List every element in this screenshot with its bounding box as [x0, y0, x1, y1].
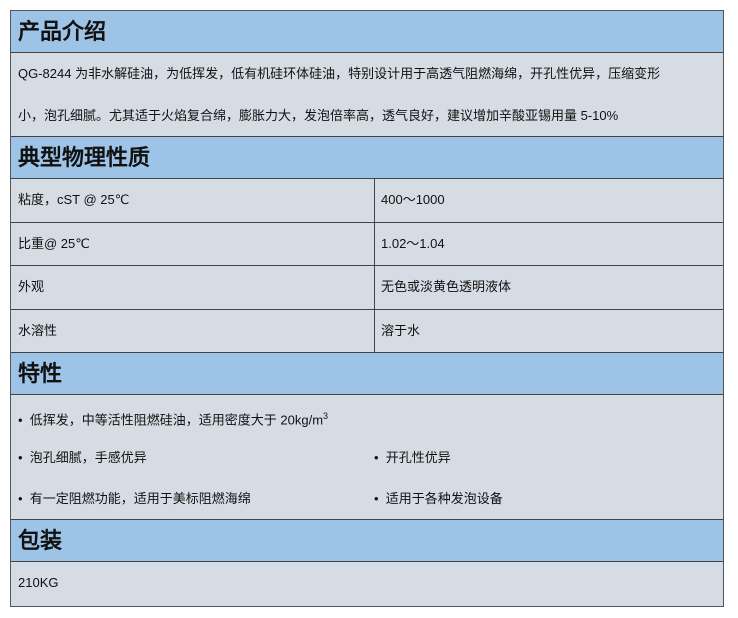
- feature-text: 低挥发，中等活性阻燃硅油，适用密度大于 20kg/m: [29, 412, 324, 428]
- bullet-icon: •: [18, 491, 23, 507]
- bullet-icon: •: [374, 449, 379, 465]
- property-row: 比重@ 25℃ 1.02～1.04: [11, 222, 723, 266]
- section-header-properties: 典型物理性质: [11, 137, 723, 179]
- property-value: 400～1000: [381, 192, 445, 207]
- intro-line: QG-8244 为非水解硅油，为低挥发，低有机硅环体硅油，特别设计用于高透气阻燃…: [18, 66, 661, 81]
- feature-text: 有一定阻燃功能，适用于美标阻燃海绵: [29, 491, 251, 507]
- product-spec-table: 产品介绍 QG-8244 为非水解硅油，为低挥发，低有机硅环体硅油，特别设计用于…: [10, 10, 724, 607]
- packaging-value: 210KG: [11, 562, 723, 606]
- section-header-packaging: 包装: [11, 520, 723, 562]
- features-body: • 低挥发，中等活性阻燃硅油，适用密度大于 20kg/m3 • 泡孔细腻，手感优…: [11, 395, 723, 520]
- bullet-icon: •: [18, 449, 23, 465]
- feature-text: 泡孔细腻，手感优异: [29, 449, 147, 465]
- property-value: 无色或淡黄色透明液体: [381, 279, 512, 294]
- section-header-intro: 产品介绍: [11, 11, 723, 53]
- bullet-icon: •: [18, 412, 23, 428]
- property-row: 水溶性 溶于水: [11, 309, 723, 353]
- property-value: 1.02～1.04: [381, 235, 445, 251]
- feature-item: • 泡孔细腻，手感优异: [18, 437, 374, 479]
- section-header-features: 特性: [11, 353, 723, 395]
- feature-text: 开孔性优异: [385, 449, 451, 465]
- property-value: 溶于水: [381, 322, 421, 338]
- feature-item: • 低挥发，中等活性阻燃硅油，适用密度大于 20kg/m3: [18, 395, 328, 437]
- superscript: 3: [323, 411, 329, 421]
- feature-item: • 有一定阻燃功能，适用于美标阻燃海绵: [18, 478, 374, 520]
- property-name: 比重@ 25℃: [11, 222, 375, 265]
- property-name: 水溶性: [11, 309, 375, 352]
- bullet-icon: •: [374, 491, 379, 507]
- property-name: 外观: [11, 266, 375, 309]
- property-name: 粘度，cST @ 25℃: [11, 179, 375, 222]
- feature-item: • 开孔性优异: [374, 437, 451, 479]
- feature-text: 适用于各种发泡设备: [385, 491, 503, 507]
- property-row: 外观 无色或淡黄色透明液体: [11, 266, 723, 310]
- feature-item: • 适用于各种发泡设备: [374, 478, 503, 520]
- intro-line: 小，泡孔细腻。尤其适于火焰复合绵，膨胀力大，发泡倍率高，透气良好，建议增加辛酸亚…: [18, 108, 619, 123]
- property-row: 粘度，cST @ 25℃ 400～1000: [11, 179, 723, 223]
- intro-body: QG-8244 为非水解硅油，为低挥发，低有机硅环体硅油，特别设计用于高透气阻燃…: [11, 53, 723, 137]
